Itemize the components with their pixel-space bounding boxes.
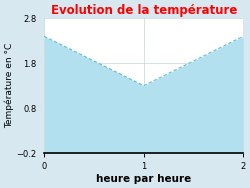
- Title: Evolution de la température: Evolution de la température: [50, 4, 237, 17]
- X-axis label: heure par heure: heure par heure: [96, 174, 191, 184]
- Y-axis label: Température en °C: Température en °C: [4, 43, 14, 128]
